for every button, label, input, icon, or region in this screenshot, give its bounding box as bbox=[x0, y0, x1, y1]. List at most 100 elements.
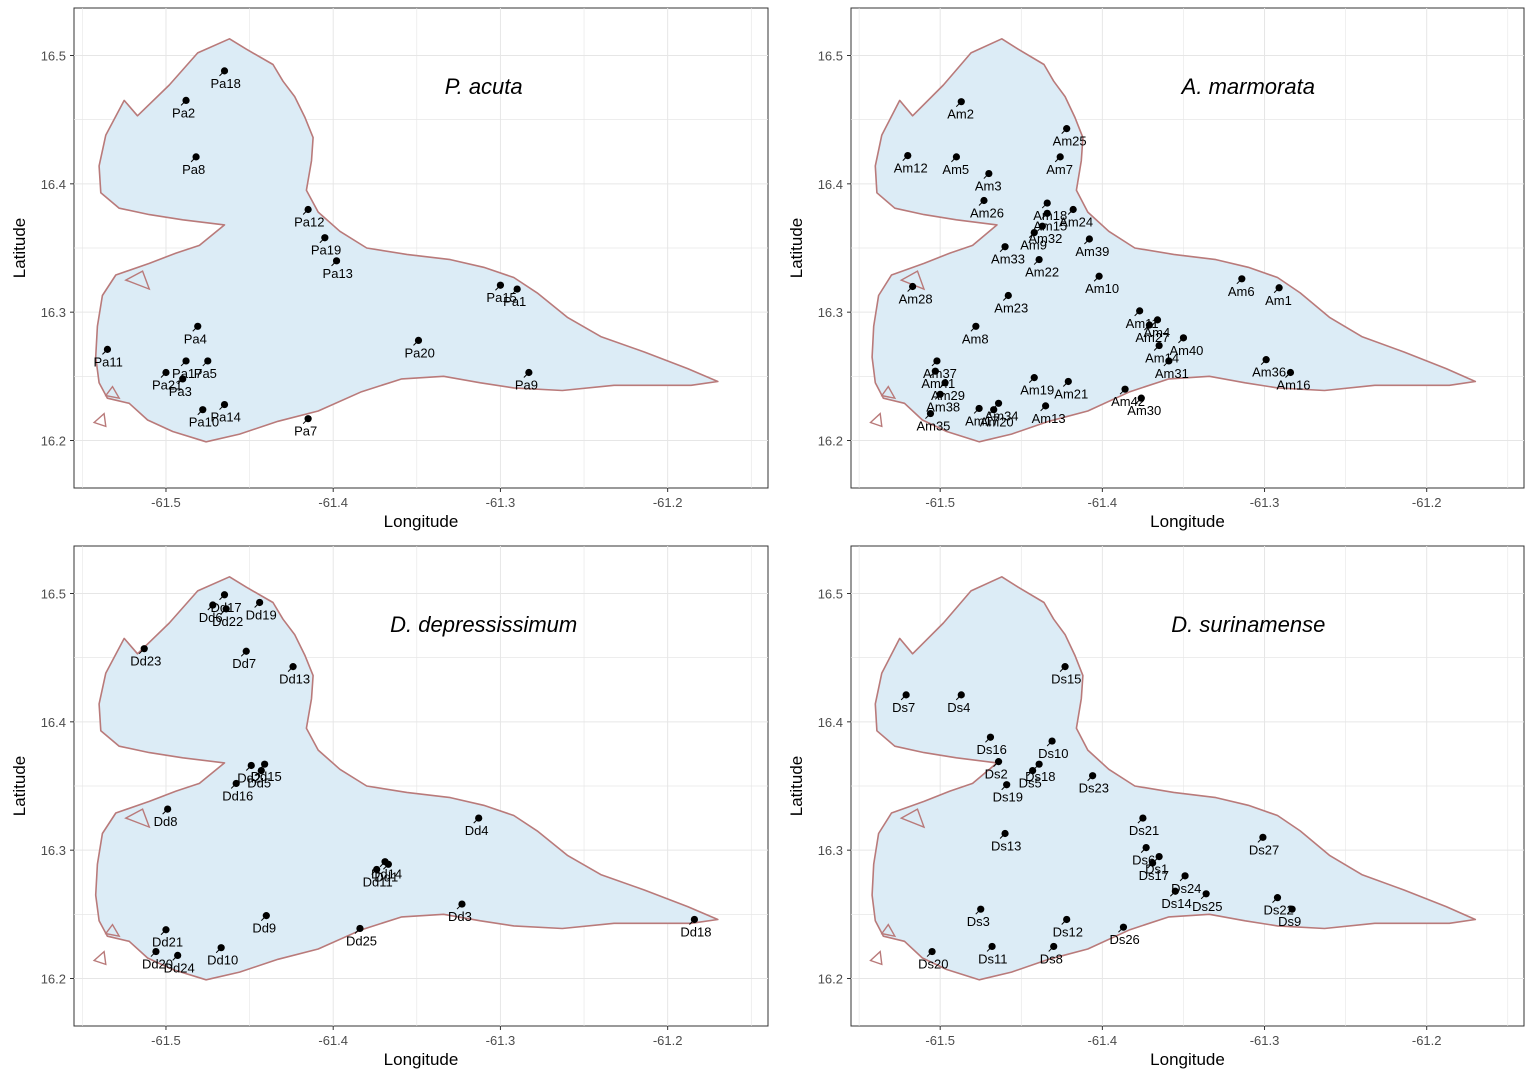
x-axis-label: Longitude bbox=[384, 512, 459, 531]
site-label: Dd4 bbox=[465, 823, 489, 838]
y-tick-label: 16.2 bbox=[818, 972, 843, 987]
site-label: Am10 bbox=[1085, 281, 1119, 296]
coast-fragment bbox=[124, 270, 151, 291]
site-label: Am25 bbox=[1053, 134, 1087, 149]
site-label: Ds2 bbox=[985, 767, 1008, 782]
map-panel-pa: P. acuta Pa18 Pa2 Pa8 Pa12 Pa19 Pa13 Pa15 Pa1 Pa4… bbox=[0, 0, 775, 537]
site-label: Dd22 bbox=[212, 614, 243, 629]
site-label: Am27 bbox=[1135, 330, 1169, 345]
y-tick-label: 16.4 bbox=[41, 177, 66, 192]
site-label: Dd19 bbox=[246, 607, 277, 622]
coast-fragment bbox=[869, 412, 883, 428]
site-label: Am31 bbox=[1155, 366, 1189, 381]
site-label: Am24 bbox=[1059, 214, 1093, 229]
site-label: Ds8 bbox=[1040, 951, 1063, 966]
site-label: Am14 bbox=[1145, 351, 1179, 366]
site-label: Am33 bbox=[991, 252, 1025, 267]
site-label: Dd2 bbox=[237, 770, 261, 785]
x-tick-label: -61.5 bbox=[151, 1033, 181, 1048]
site-label: Ds3 bbox=[967, 914, 990, 929]
site-label: Pa3 bbox=[169, 384, 192, 399]
coast-fragment bbox=[104, 923, 121, 938]
map-title: D. depressissimum bbox=[390, 612, 577, 637]
x-tick-label: -61.2 bbox=[653, 1033, 683, 1048]
site-label: Ds17 bbox=[1139, 868, 1169, 883]
y-tick-label: 16.4 bbox=[818, 177, 843, 192]
y-axis-label: Latitude bbox=[787, 218, 806, 279]
map-panel-dd: D. depressissimumDd17Dd19Dd6Dd22Dd23Dd7D… bbox=[0, 538, 775, 1075]
site-label: Am16 bbox=[1276, 377, 1310, 392]
x-tick-label: -61.2 bbox=[1412, 495, 1442, 510]
y-tick-label: 16.3 bbox=[41, 843, 66, 858]
y-tick-label: 16.3 bbox=[818, 305, 843, 320]
site-label: Pa9 bbox=[515, 377, 538, 392]
site-label: Am5 bbox=[942, 162, 969, 177]
site-label: Am35 bbox=[916, 419, 950, 434]
island-outline bbox=[871, 38, 1477, 443]
site-label: Dd1 bbox=[374, 869, 398, 884]
y-tick-label: 16.2 bbox=[818, 434, 843, 449]
site-label: Am28 bbox=[899, 292, 933, 307]
coast-fragment bbox=[880, 923, 897, 938]
site-label: Am2 bbox=[947, 107, 974, 122]
y-tick-label: 16.5 bbox=[41, 586, 66, 601]
site-label: Am23 bbox=[994, 300, 1028, 315]
site-label: Pa2 bbox=[172, 105, 195, 120]
site-label: Pa11 bbox=[93, 354, 122, 369]
site-label: Am37 bbox=[923, 366, 957, 381]
y-tick-label: 16.4 bbox=[41, 715, 66, 730]
site-label: Am36 bbox=[1252, 365, 1286, 380]
map-title: P. acuta bbox=[445, 74, 523, 99]
y-axis-label: Latitude bbox=[10, 218, 29, 279]
x-tick-label: -61.4 bbox=[1088, 495, 1118, 510]
site-label: Pa13 bbox=[323, 266, 353, 281]
x-tick-label: -61.4 bbox=[318, 495, 348, 510]
site-label: Am39 bbox=[1075, 244, 1109, 259]
map-panel-ds: D. surinamense Ds15 Ds7 Ds4 Ds16 Ds10 Ds2 Ds18 D… bbox=[777, 538, 1526, 1075]
site-label: Ds20 bbox=[918, 957, 948, 972]
site-label: Dd10 bbox=[207, 953, 238, 968]
x-tick-label: -61.4 bbox=[1088, 1033, 1118, 1048]
site-label: Ds25 bbox=[1192, 899, 1222, 914]
coast-fragment bbox=[899, 808, 926, 829]
island-outline bbox=[94, 38, 719, 443]
site-label: Dd18 bbox=[680, 924, 711, 939]
x-tick-label: -61.3 bbox=[486, 495, 516, 510]
coast-fragment bbox=[869, 950, 883, 966]
x-tick-label: -61.3 bbox=[1250, 495, 1280, 510]
site-label: Dd23 bbox=[130, 654, 161, 669]
site-label: Am8 bbox=[962, 331, 989, 346]
site-label: Ds22 bbox=[1264, 903, 1294, 918]
site-label: Am1 bbox=[1265, 293, 1292, 308]
site-label: Ds19 bbox=[993, 790, 1023, 805]
site-label: Am9 bbox=[1020, 238, 1047, 253]
site-label: Ds7 bbox=[892, 700, 915, 715]
site-label: Pa5 bbox=[194, 366, 217, 381]
map-title: D. surinamense bbox=[1171, 612, 1325, 637]
site-label: Dd7 bbox=[232, 656, 256, 671]
y-tick-label: 16.2 bbox=[41, 972, 66, 987]
x-tick-label: -61.5 bbox=[925, 1033, 955, 1048]
site-label: Dd21 bbox=[152, 935, 183, 950]
y-axis-label: Latitude bbox=[787, 756, 806, 817]
x-axis-label: Longitude bbox=[384, 1050, 459, 1069]
site-label: Ds5 bbox=[1019, 776, 1042, 791]
y-tick-label: 16.2 bbox=[41, 434, 66, 449]
site-label: Am26 bbox=[970, 206, 1004, 221]
x-tick-label: -61.3 bbox=[1250, 1033, 1280, 1048]
x-tick-label: -61.4 bbox=[318, 1033, 348, 1048]
site-label: Pa20 bbox=[404, 345, 434, 360]
island-outline bbox=[871, 576, 1477, 981]
site-label: Ds23 bbox=[1079, 781, 1109, 796]
site-label: Dd3 bbox=[448, 909, 472, 924]
site-label: Am13 bbox=[1032, 411, 1066, 426]
site-label: Ds15 bbox=[1051, 672, 1081, 687]
x-tick-label: -61.3 bbox=[486, 1033, 516, 1048]
site-label: Am4 bbox=[1143, 325, 1170, 340]
site-label: Am38 bbox=[926, 399, 960, 414]
site-label: Am18 bbox=[1033, 208, 1067, 223]
site-label: Dd5 bbox=[247, 776, 271, 791]
site-label: Ds26 bbox=[1109, 932, 1139, 947]
site-label: Am17 bbox=[965, 413, 999, 428]
